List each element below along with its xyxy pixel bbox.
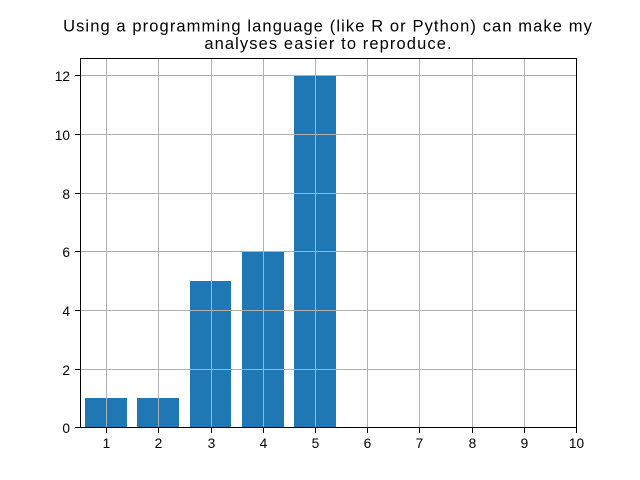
- svg-text:6: 6: [62, 245, 70, 260]
- svg-text:1: 1: [103, 436, 111, 451]
- svg-text:6: 6: [364, 436, 372, 451]
- svg-text:12: 12: [55, 69, 70, 84]
- svg-text:10: 10: [569, 436, 585, 451]
- svg-text:8: 8: [469, 436, 477, 451]
- svg-text:4: 4: [260, 436, 268, 451]
- svg-text:4: 4: [62, 304, 70, 319]
- svg-text:3: 3: [208, 436, 216, 451]
- svg-text:2: 2: [62, 363, 70, 378]
- svg-text:8: 8: [62, 187, 70, 202]
- svg-text:Using a programming language (: Using a programming language (like R or …: [63, 18, 593, 36]
- svg-text:2: 2: [155, 436, 163, 451]
- svg-text:7: 7: [416, 436, 424, 451]
- svg-text:5: 5: [312, 436, 320, 451]
- svg-text:10: 10: [55, 128, 71, 143]
- svg-text:0: 0: [62, 421, 70, 436]
- svg-text:analyses easier to reproduce.: analyses easier to reproduce.: [204, 35, 452, 53]
- svg-text:9: 9: [521, 436, 529, 451]
